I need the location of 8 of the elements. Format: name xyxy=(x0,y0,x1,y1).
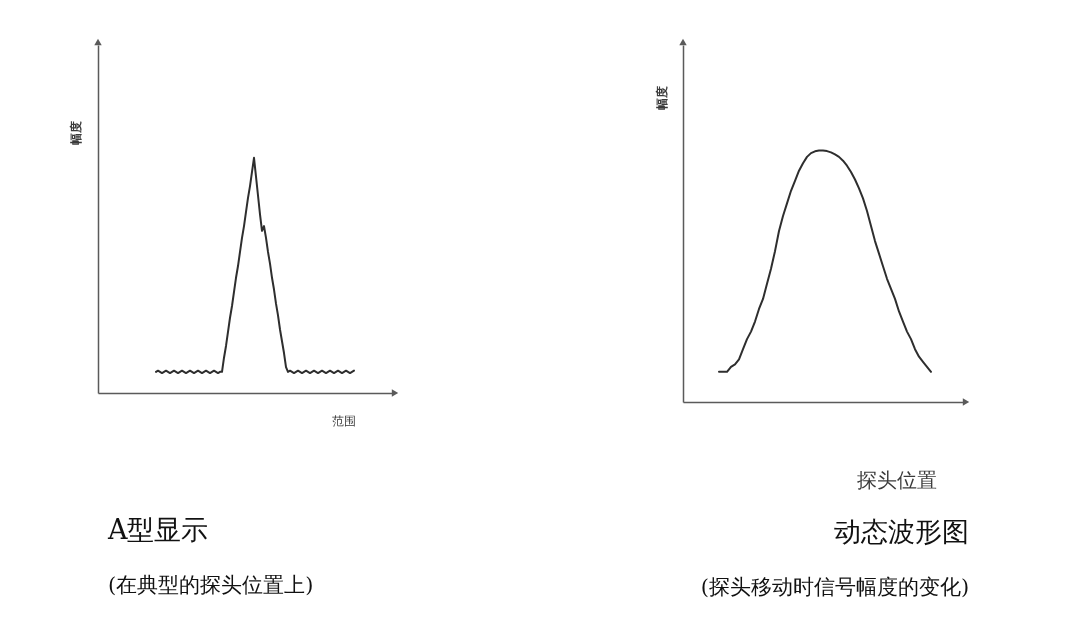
text: (在典型的探头位置上) xyxy=(108,573,314,597)
y-axis-title: 幅度 xyxy=(68,120,83,145)
text: 动态波形图 xyxy=(834,516,970,547)
text: A型显示 xyxy=(107,514,209,545)
x-axis-title: 范围 xyxy=(331,413,356,428)
y-axis-title: 幅度 xyxy=(654,85,669,110)
text: (探头移动时信号幅度的变化) xyxy=(700,575,970,599)
x-axis-title: 探头位置 xyxy=(856,467,937,492)
